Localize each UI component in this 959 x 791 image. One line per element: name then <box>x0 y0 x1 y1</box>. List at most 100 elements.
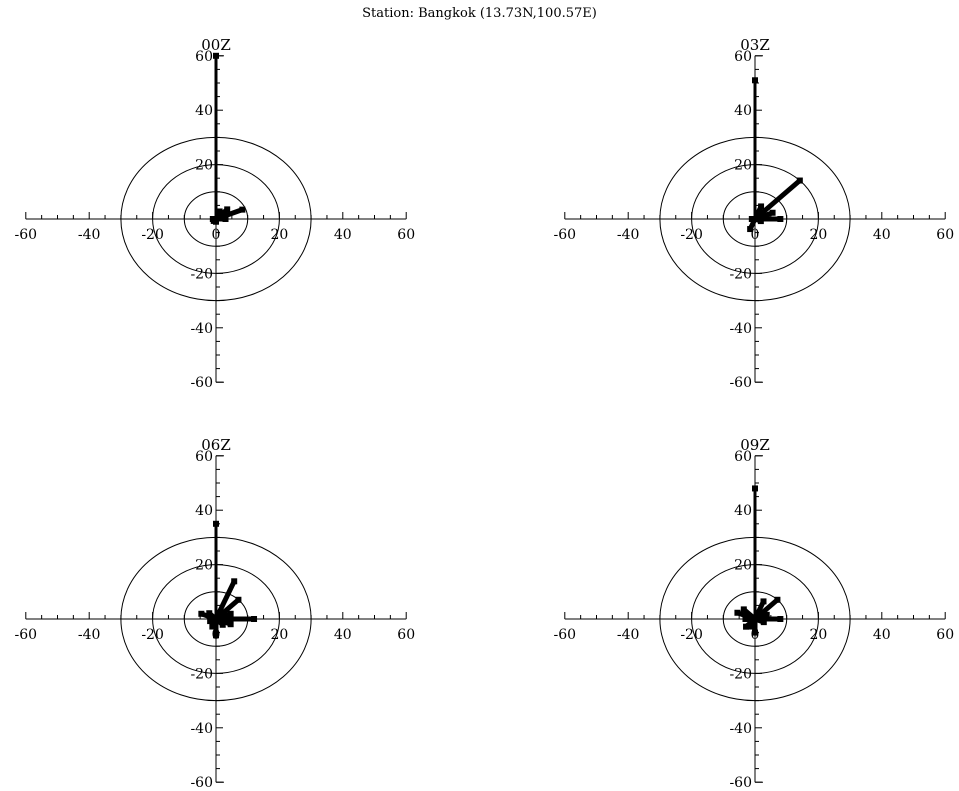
petal-end-marker <box>235 596 242 603</box>
petal-end-marker <box>207 618 214 625</box>
petal-end-marker <box>213 632 219 639</box>
petal-end-marker <box>742 616 749 622</box>
petal-end-marker <box>763 611 770 618</box>
petal-end-marker <box>213 52 219 59</box>
x-tick-label: 20 <box>270 227 288 243</box>
x-tick-label: -40 <box>78 227 101 243</box>
y-tick-label: -20 <box>190 666 213 682</box>
y-tick-label: -40 <box>190 721 213 737</box>
petal-end-marker <box>216 208 223 215</box>
y-tick-label: -60 <box>729 375 752 391</box>
y-tick-label: 60 <box>195 449 213 465</box>
x-tick-label: 60 <box>936 227 954 243</box>
petal-end-marker <box>758 203 765 210</box>
x-tick-label: 20 <box>809 227 827 243</box>
y-tick-label: -40 <box>729 721 752 737</box>
x-tick-label: -60 <box>554 627 577 643</box>
panel-title: 00Z <box>201 36 231 54</box>
petal-end-marker <box>760 619 767 626</box>
petal-end-marker <box>206 610 213 617</box>
petal-end-marker <box>769 209 776 216</box>
x-tick-label: 40 <box>334 627 352 643</box>
x-tick-label: 0 <box>751 227 760 243</box>
panel-title: 03Z <box>740 36 770 54</box>
petal-end-marker <box>198 610 205 617</box>
wind-petal-22.5 <box>213 580 237 621</box>
petal-end-marker <box>752 629 758 636</box>
panel-00z: 00Z -60 -40 -20 0 20 40 60 -60 -40 -20 20 40 60 <box>15 36 416 391</box>
y-tick-label: 40 <box>734 103 752 119</box>
petal-end-marker <box>224 206 231 213</box>
y-tick-label: 20 <box>195 558 213 574</box>
petal-end-marker <box>760 598 767 605</box>
x-tick-label: -20 <box>141 227 164 243</box>
petal-end-marker <box>777 616 784 622</box>
wind-petal-45 <box>753 178 802 221</box>
y-tick-label: 40 <box>195 503 213 519</box>
petal-end-marker <box>209 216 216 222</box>
petal-end-marker <box>251 616 258 622</box>
petal-end-marker <box>227 621 234 628</box>
petal-end-marker <box>748 623 755 630</box>
petal-end-marker <box>227 610 234 617</box>
y-tick-label: 60 <box>195 49 213 65</box>
x-tick-label: 20 <box>270 627 288 643</box>
x-tick-label: -40 <box>617 227 640 243</box>
petal-end-marker <box>757 218 764 225</box>
y-tick-label: 20 <box>195 158 213 174</box>
y-tick-label: -20 <box>729 666 752 682</box>
x-tick-label: 60 <box>397 227 415 243</box>
x-tick-label: 0 <box>212 227 221 243</box>
x-tick-label: -20 <box>680 227 703 243</box>
y-tick-label: 20 <box>734 558 752 574</box>
x-tick-label: -60 <box>15 627 38 643</box>
x-tick-label: 40 <box>334 227 352 243</box>
y-tick-label: -40 <box>729 321 752 337</box>
petal-end-marker <box>777 216 784 222</box>
y-tick-label: -60 <box>190 775 213 791</box>
petal-end-marker <box>752 485 758 492</box>
panel-03z: 03Z -60 -40 -20 0 20 40 60 -60 -40 -20 20 40 60 <box>554 36 955 391</box>
x-tick-label: 60 <box>397 627 415 643</box>
petal-end-marker <box>239 206 246 213</box>
x-tick-label: 40 <box>873 227 891 243</box>
petal-end-marker <box>219 621 226 628</box>
y-tick-label: -20 <box>729 266 752 282</box>
petal-end-marker <box>209 623 216 630</box>
y-tick-label: -40 <box>190 321 213 337</box>
x-tick-label: -40 <box>617 627 640 643</box>
x-tick-label: -40 <box>78 627 101 643</box>
y-tick-label: -60 <box>729 775 752 791</box>
y-tick-label: -20 <box>190 266 213 282</box>
petal-end-marker <box>743 623 750 630</box>
petal-end-marker <box>213 520 219 527</box>
petal-end-marker <box>796 177 803 184</box>
page-title: Station: Bangkok (13.73N,100.57E) <box>362 6 597 21</box>
x-tick-label: -20 <box>141 627 164 643</box>
petal-end-marker <box>752 77 758 84</box>
y-tick-label: 40 <box>734 503 752 519</box>
y-tick-label: -60 <box>190 375 213 391</box>
panel-title: 09Z <box>740 436 770 454</box>
x-tick-label: -20 <box>680 627 703 643</box>
petal-end-marker <box>734 609 741 616</box>
x-tick-label: -60 <box>15 227 38 243</box>
y-tick-label: 60 <box>734 449 752 465</box>
y-tick-label: 20 <box>734 158 752 174</box>
y-tick-label: 60 <box>734 49 752 65</box>
x-tick-label: 40 <box>873 627 891 643</box>
petal-end-marker <box>747 226 754 233</box>
x-tick-label: -60 <box>554 227 577 243</box>
petal-end-marker <box>222 216 229 222</box>
petal-end-marker <box>774 596 781 603</box>
petal-end-marker <box>740 606 747 613</box>
petal-end-marker <box>748 216 755 222</box>
petal-end-marker <box>231 578 238 585</box>
x-tick-label: 20 <box>809 627 827 643</box>
y-tick-label: 40 <box>195 103 213 119</box>
x-tick-label: 60 <box>936 627 954 643</box>
panel-title: 06Z <box>201 436 231 454</box>
